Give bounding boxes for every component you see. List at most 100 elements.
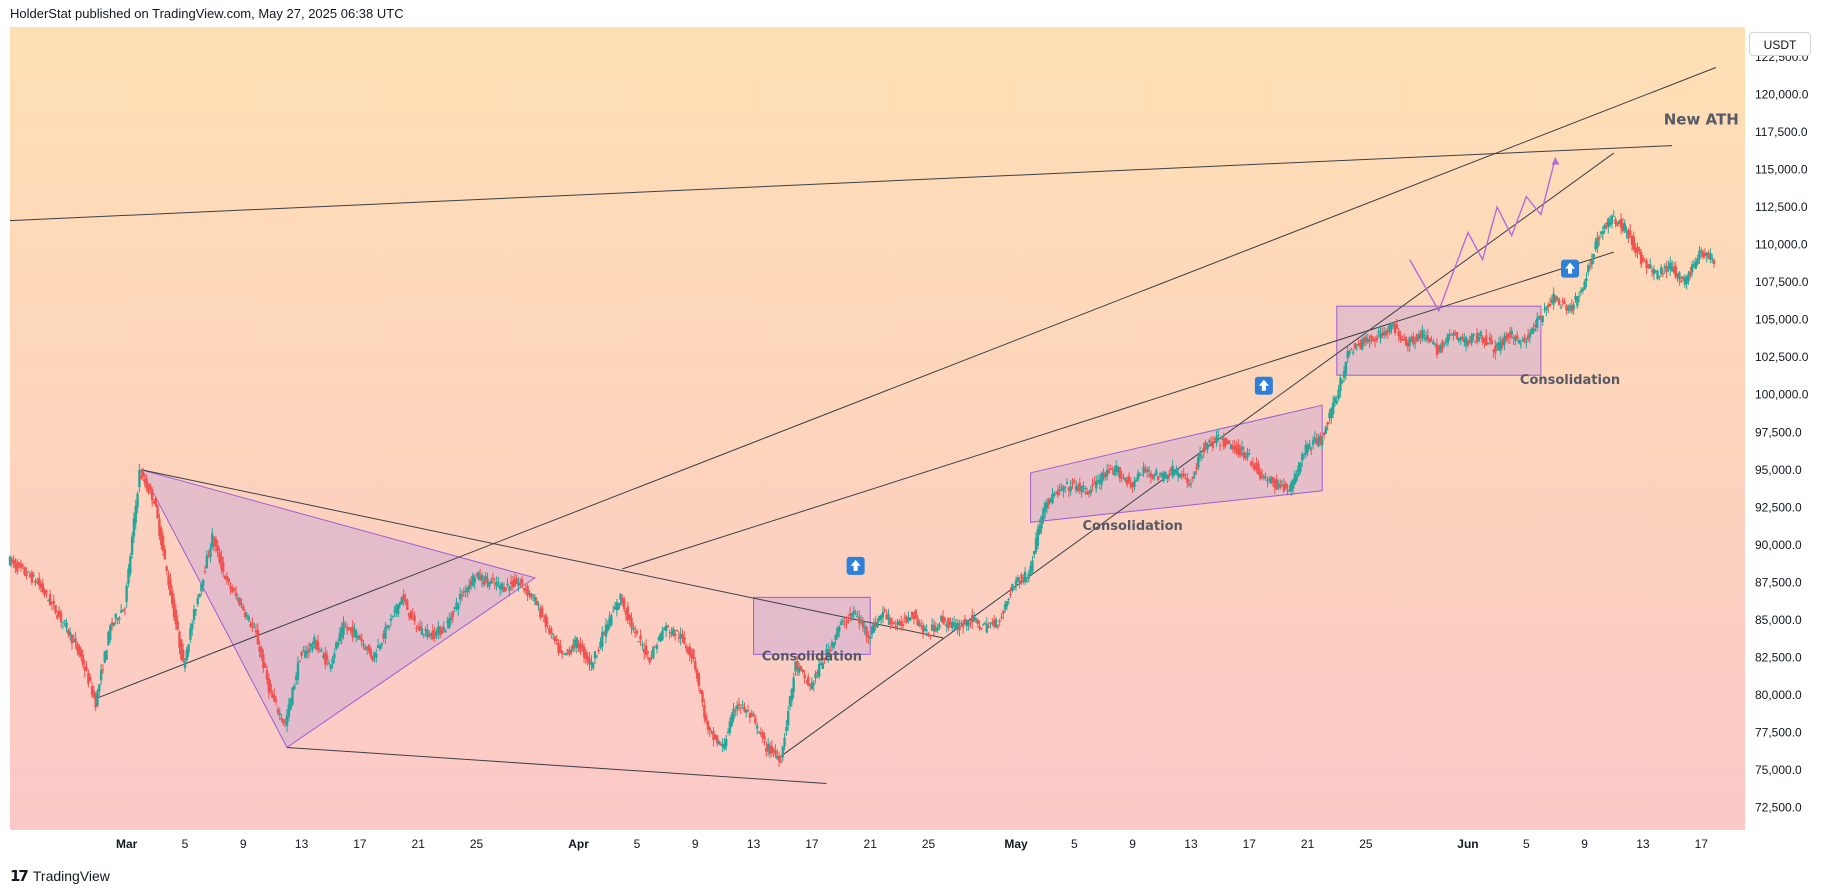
price-tick-label: 112,500.0 xyxy=(1755,200,1808,214)
candle-body xyxy=(200,583,203,592)
candle-body xyxy=(828,650,832,652)
candle-body xyxy=(1379,333,1382,339)
candle-body xyxy=(1685,276,1688,285)
tradingview-logo[interactable]: 17 TradingView xyxy=(10,866,110,886)
candle-body xyxy=(263,664,267,668)
candle-body xyxy=(145,478,148,489)
candle-body xyxy=(792,677,795,692)
candle-body xyxy=(537,604,540,606)
candle-body xyxy=(967,622,970,626)
candle-body xyxy=(763,736,766,740)
candle-body xyxy=(1534,325,1537,328)
candle-body xyxy=(493,582,496,584)
candle-body xyxy=(114,613,117,619)
candle-body xyxy=(1687,273,1690,282)
candle-body xyxy=(1625,230,1628,233)
candle-body xyxy=(650,655,653,657)
candle-body xyxy=(367,644,371,652)
candle-body xyxy=(1556,298,1559,300)
candle-body xyxy=(1574,296,1577,300)
candle-body xyxy=(1412,336,1415,345)
candle-body xyxy=(196,598,199,605)
candle-body xyxy=(1025,580,1029,582)
candle-body xyxy=(336,642,340,646)
candle-body xyxy=(1408,337,1411,346)
candle-body xyxy=(240,603,243,605)
price-tick-label: 105,000.0 xyxy=(1755,313,1809,327)
candle-body xyxy=(1156,476,1160,480)
candle-body xyxy=(1127,475,1131,483)
price-scale[interactable] xyxy=(1745,27,1827,857)
candle-body xyxy=(468,584,471,590)
candle-body xyxy=(130,536,134,555)
candle-body xyxy=(703,704,706,718)
candle-body xyxy=(617,602,620,609)
candle-body xyxy=(509,581,513,585)
candle-body xyxy=(1457,337,1461,341)
candle-body xyxy=(433,632,436,638)
candle-body xyxy=(1129,482,1133,488)
candle-body xyxy=(706,720,710,730)
candle-body xyxy=(920,625,923,627)
candle-body xyxy=(1071,482,1074,484)
candle-body xyxy=(400,597,404,605)
candle-body xyxy=(508,586,511,591)
candle-body xyxy=(189,627,192,640)
time-scale[interactable] xyxy=(10,830,1745,857)
candle-body xyxy=(158,519,161,536)
time-tick-label: 25 xyxy=(1359,837,1373,851)
candle-body xyxy=(750,713,753,715)
candle-body xyxy=(998,620,1001,622)
candle-body xyxy=(1557,299,1561,305)
candle-body xyxy=(398,602,402,605)
candle-body xyxy=(1109,468,1112,470)
candle-body xyxy=(730,714,733,727)
candle-body xyxy=(1382,331,1386,336)
candle-body xyxy=(1419,332,1422,338)
candle-body xyxy=(568,650,571,655)
candle-body xyxy=(1222,438,1225,447)
candle-body xyxy=(1592,254,1595,258)
candle-body xyxy=(249,623,252,627)
candle-body xyxy=(947,617,950,628)
time-tick-label: 5 xyxy=(634,837,641,851)
candle-body xyxy=(756,725,759,729)
candle-body xyxy=(1105,469,1109,477)
candle-body xyxy=(867,635,870,638)
candle-body xyxy=(561,650,564,655)
candle-body xyxy=(1413,343,1417,345)
candle-body xyxy=(1217,434,1220,437)
candle-body xyxy=(781,746,784,758)
candle-body xyxy=(322,655,325,659)
candle-body xyxy=(1567,307,1570,311)
time-tick-label: 13 xyxy=(1184,837,1198,851)
candle-body xyxy=(132,518,136,537)
candle-body xyxy=(1326,422,1329,425)
candle-body xyxy=(1641,257,1645,262)
candle-body xyxy=(1200,457,1204,459)
candle-body xyxy=(1277,484,1280,488)
candle-body xyxy=(878,615,881,621)
candle-body xyxy=(735,705,739,710)
chart-pane[interactable] xyxy=(10,27,1745,857)
candle-body xyxy=(854,614,857,616)
candle-body xyxy=(278,712,281,715)
candle-body xyxy=(1530,328,1533,334)
candle-body xyxy=(1492,350,1495,352)
candle-body xyxy=(287,704,291,717)
candle-body xyxy=(76,643,79,651)
candle-body xyxy=(1665,266,1668,273)
candle-body xyxy=(1512,336,1515,339)
currency-selector[interactable]: USDT xyxy=(1749,32,1811,56)
candle-body xyxy=(726,732,730,734)
candle-body xyxy=(551,633,555,635)
candle-body xyxy=(98,684,101,692)
candle-body xyxy=(633,632,637,634)
candle-body xyxy=(382,633,385,639)
candle-body xyxy=(965,620,969,627)
candle-body xyxy=(1357,343,1360,346)
consolidation-box-apr xyxy=(753,596,871,655)
candle-body xyxy=(413,615,416,622)
candle-body xyxy=(1014,580,1018,586)
candle-body xyxy=(138,470,141,488)
